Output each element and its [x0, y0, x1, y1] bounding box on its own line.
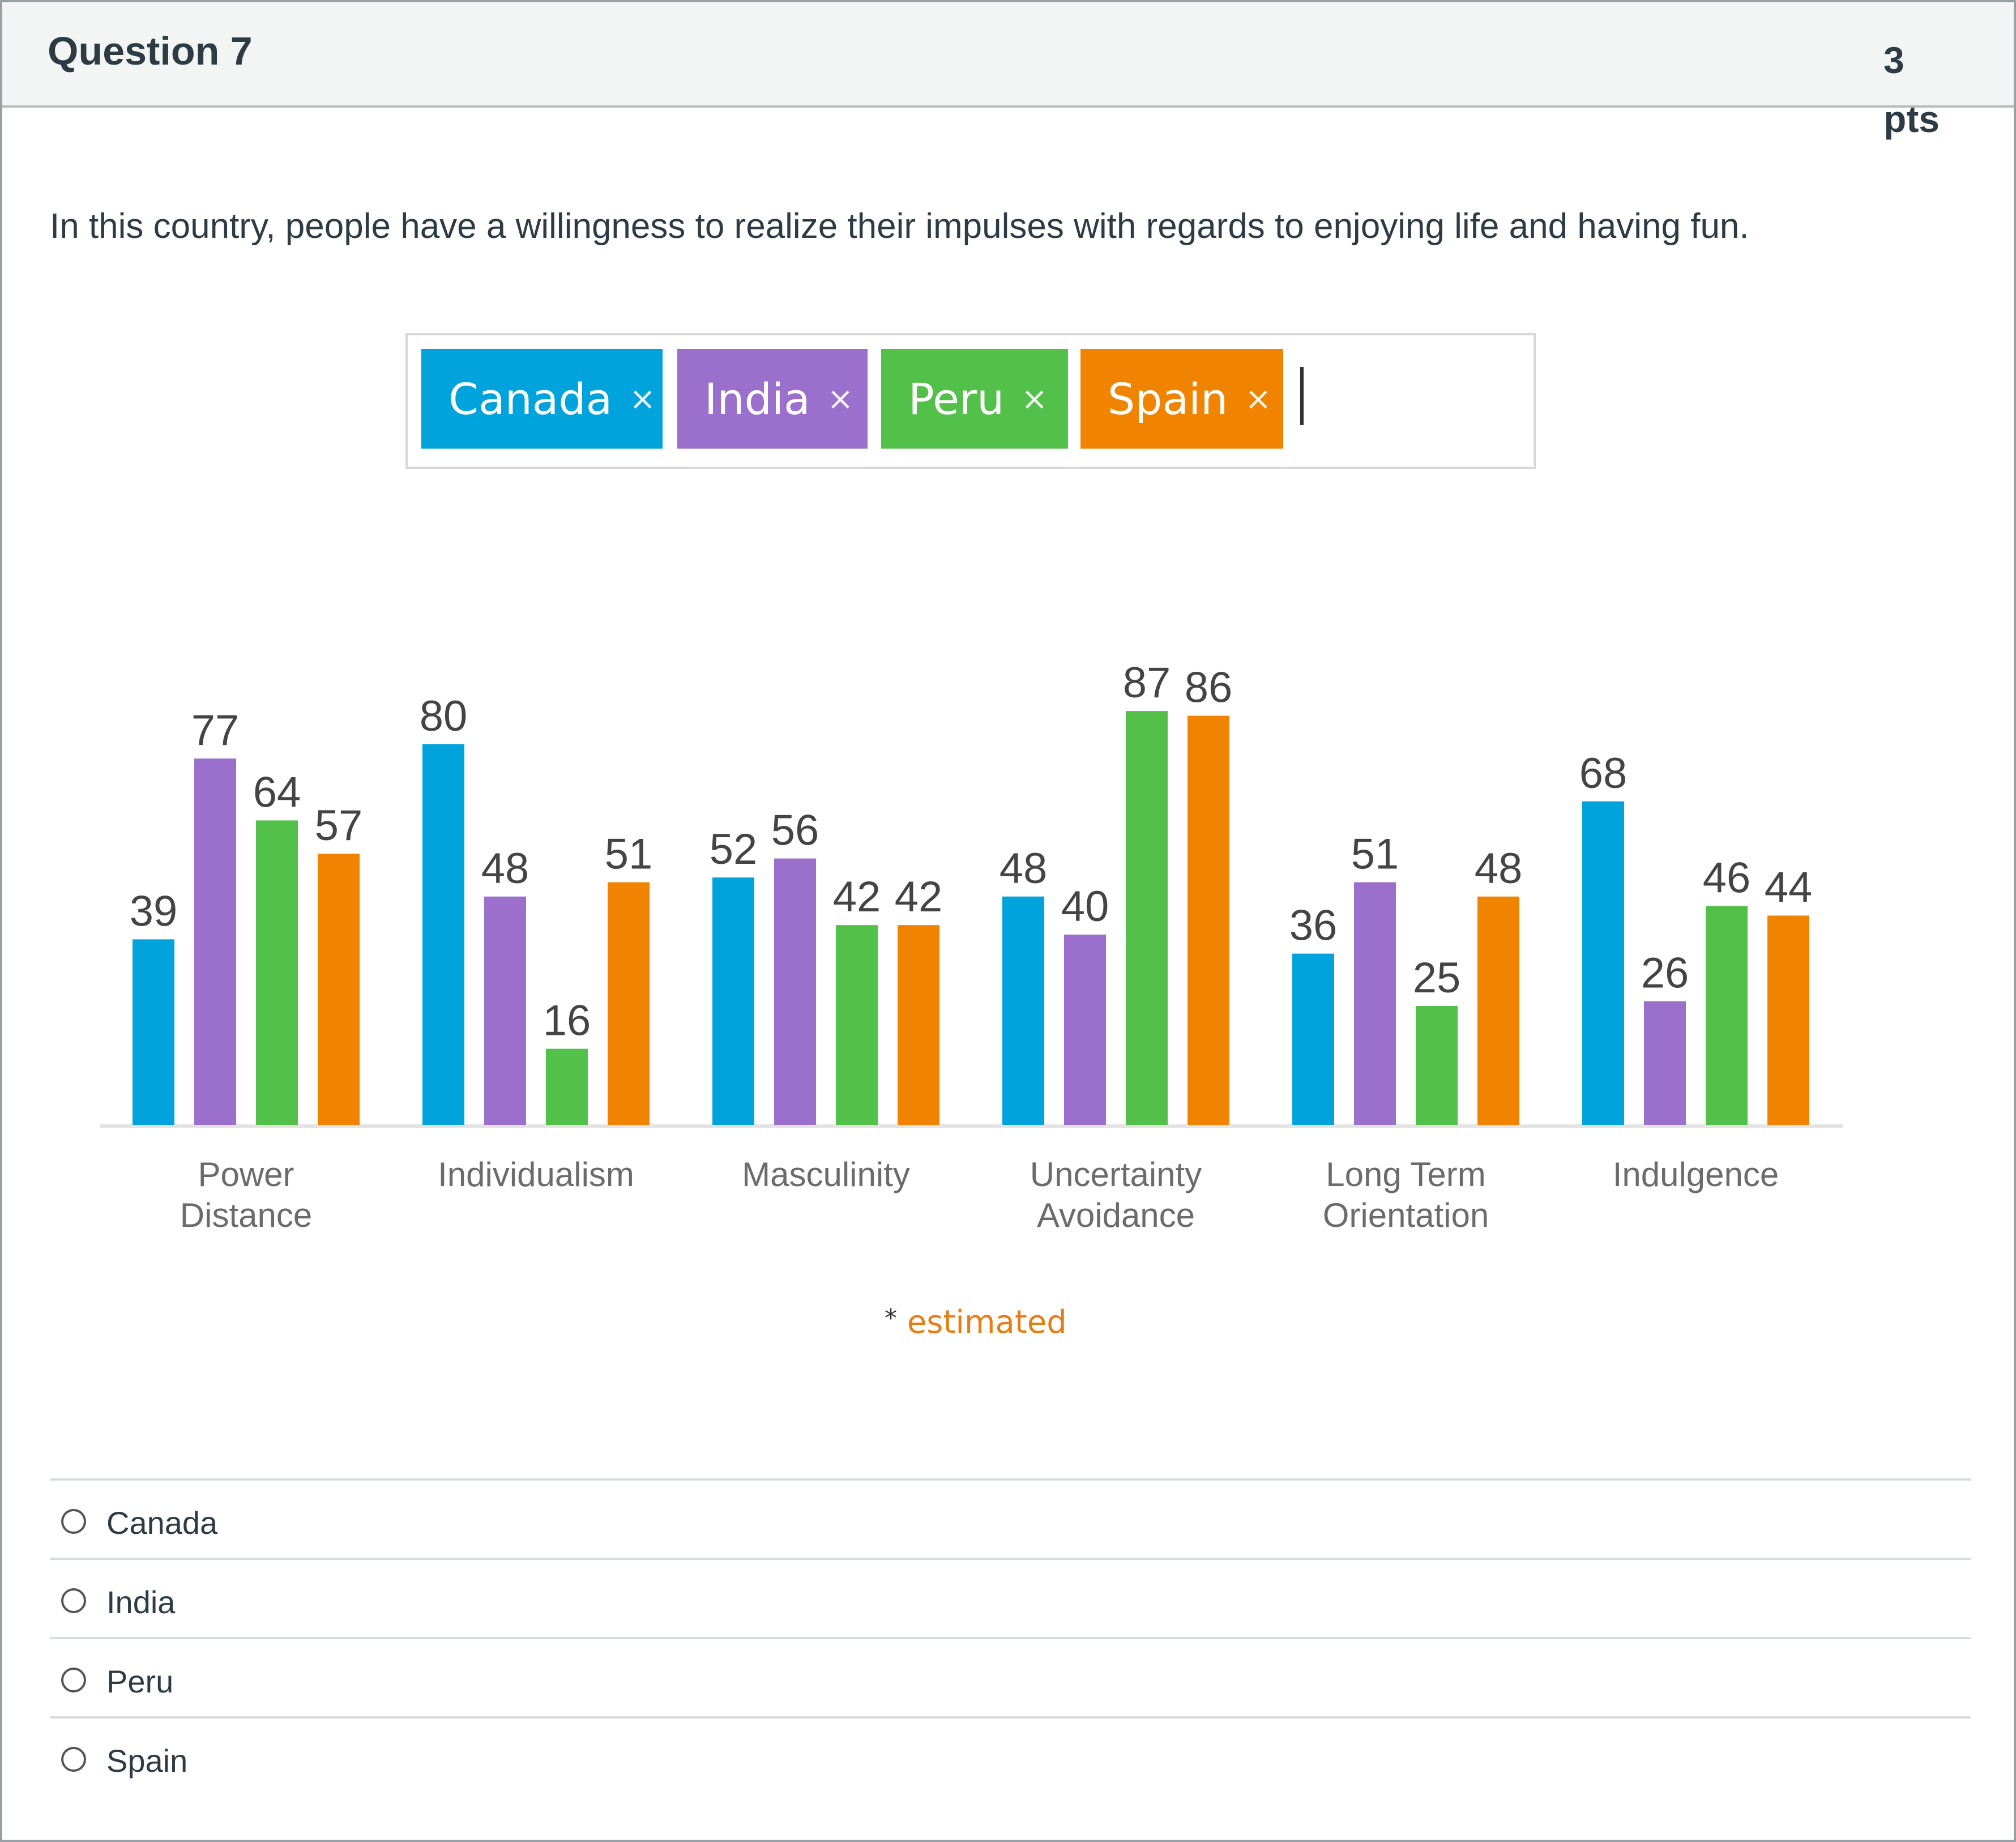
bar-canada [1002, 896, 1044, 1125]
tag-label: Peru [908, 373, 1005, 424]
question-text: In this country, people have a willingne… [50, 207, 1749, 246]
answer-label: Spain [106, 1743, 188, 1779]
close-icon[interactable]: × [1021, 380, 1048, 417]
answer-label: Canada [106, 1505, 218, 1541]
bar-value-label: 36 [1289, 902, 1338, 950]
footnote-star: * [885, 1304, 897, 1333]
close-icon[interactable]: × [827, 380, 854, 417]
tag-canada[interactable]: Canada × [421, 349, 663, 449]
bar-india [774, 858, 816, 1125]
category-label: Masculinity [742, 1155, 910, 1193]
answer-option[interactable]: Spain [50, 1716, 1971, 1796]
category-label: Power [198, 1155, 294, 1193]
bar-canada [1292, 953, 1334, 1125]
bar-value-label: 68 [1579, 749, 1628, 798]
answer-label: Peru [106, 1664, 174, 1699]
bar-value-label: 52 [710, 825, 758, 873]
bar-value-label: 51 [1351, 830, 1399, 879]
tag-india[interactable]: India × [677, 349, 868, 449]
radio-button[interactable] [61, 1588, 86, 1613]
category-label: Indulgence [1613, 1155, 1779, 1193]
bar-value-label: 46 [1703, 854, 1751, 902]
close-icon[interactable]: × [1245, 380, 1272, 417]
bar-value-label: 48 [481, 845, 529, 893]
bar-india [484, 896, 526, 1125]
bar-spain [318, 854, 360, 1125]
bar-spain [608, 882, 650, 1125]
bar-value-label: 16 [543, 997, 591, 1045]
category-label: Long Term [1326, 1155, 1485, 1193]
category-label: Uncertainty [1030, 1155, 1202, 1193]
bar-value-label: 87 [1123, 659, 1171, 707]
bar-value-label: 40 [1061, 882, 1109, 931]
bar-peru [1416, 1006, 1458, 1125]
bar-value-label: 39 [130, 887, 178, 935]
bar-value-label: 80 [420, 692, 468, 740]
bar-value-label: 26 [1641, 949, 1689, 997]
bar-value-label: 56 [771, 807, 819, 855]
bar-canada [133, 939, 174, 1125]
footnote-text: estimated [907, 1304, 1067, 1341]
bar-peru [1126, 711, 1168, 1125]
question-title: Question 7 [48, 29, 253, 73]
category-label: Distance [180, 1196, 312, 1234]
bar-value-label: 44 [1765, 863, 1813, 911]
bar-peru [1706, 906, 1748, 1125]
bar-value-label: 86 [1185, 664, 1233, 712]
answer-option[interactable]: Canada [50, 1478, 1971, 1558]
bar-peru [256, 820, 298, 1125]
bar-spain [1477, 896, 1519, 1125]
bar-india [194, 758, 236, 1125]
question-header: Question 7 3 pts [2, 2, 2014, 140]
radio-button[interactable] [61, 1509, 86, 1534]
close-icon[interactable]: × [629, 380, 656, 417]
bar-canada [422, 744, 464, 1125]
bar-value-label: 42 [895, 873, 943, 921]
country-compare-input[interactable]: Canada × India × Peru × Spain × [405, 333, 1536, 469]
bar-value-label: 51 [605, 830, 653, 879]
bar-india [1354, 882, 1396, 1125]
answer-option[interactable]: India [50, 1558, 1971, 1637]
bar-value-label: 57 [315, 801, 363, 850]
category-label: Orientation [1323, 1196, 1489, 1234]
bar-value-label: 77 [191, 706, 240, 754]
bar-spain [898, 925, 939, 1125]
radio-button[interactable] [61, 1747, 86, 1772]
bar-value-label: 64 [253, 768, 301, 816]
bar-value-label: 42 [833, 873, 881, 921]
bar-spain [1188, 715, 1229, 1125]
tag-label: Canada [449, 373, 613, 424]
bar-spain [1767, 915, 1809, 1125]
tag-spain[interactable]: Spain × [1080, 349, 1283, 449]
bar-india [1644, 1001, 1686, 1125]
text-caret [1300, 367, 1304, 425]
bar-canada [1582, 801, 1624, 1125]
bar-peru [546, 1048, 588, 1125]
tag-label: Spain [1108, 373, 1228, 424]
bar-value-label: 25 [1413, 954, 1461, 1002]
tag-label: India [704, 373, 810, 424]
bar-value-label: 48 [1000, 845, 1048, 893]
answer-option[interactable]: Peru [50, 1637, 1971, 1716]
chart-footnote: * estimated [885, 1304, 1067, 1341]
bar-india [1064, 935, 1106, 1125]
category-label: Individualism [438, 1155, 634, 1193]
answer-label: India [106, 1584, 176, 1620]
answer-list: Canada India Peru Spain [50, 1478, 1971, 1796]
question-points: 3 pts [1883, 39, 1940, 140]
bar-value-label: 48 [1475, 845, 1523, 893]
tag-peru[interactable]: Peru × [881, 349, 1068, 449]
category-label: Avoidance [1037, 1196, 1195, 1234]
bar-peru [836, 925, 878, 1125]
radio-button[interactable] [61, 1668, 86, 1692]
bar-canada [712, 877, 754, 1125]
